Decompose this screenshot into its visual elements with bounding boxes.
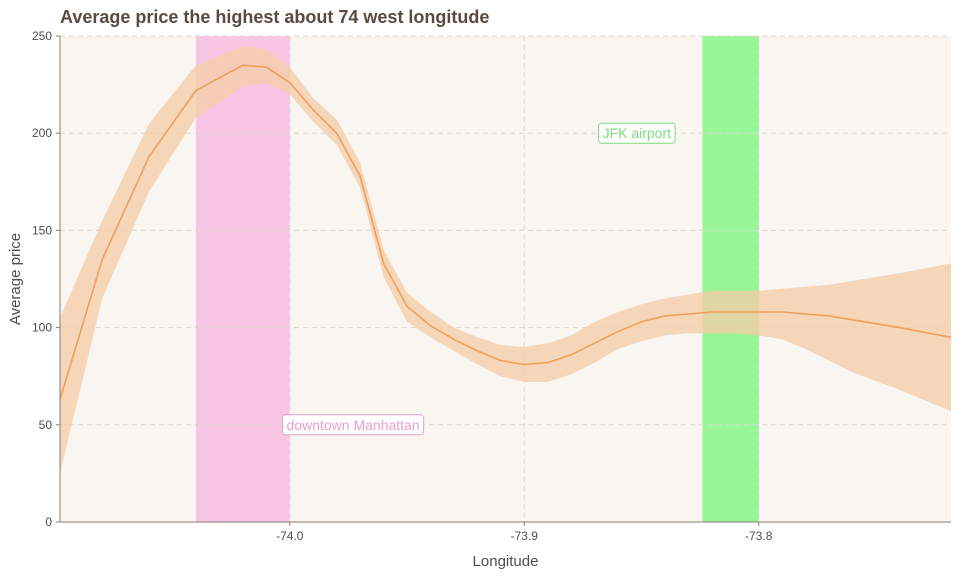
y-tick-label: 50 <box>39 418 53 432</box>
y-tick-label: 100 <box>32 321 52 335</box>
annotation-jfk-airport-box <box>598 122 676 144</box>
y-tick-label: 250 <box>32 29 52 43</box>
x-tick-label: -73.8 <box>745 529 773 543</box>
annotation-downtown-manhattan-text: downtown Manhattan <box>287 417 420 433</box>
x-axis-label: Longitude <box>473 553 539 570</box>
smoothed-price-line <box>59 64 952 400</box>
y-tick-label: 200 <box>32 126 52 140</box>
y-tick-label: 0 <box>45 515 52 529</box>
y-axis-label: Average price <box>7 233 24 325</box>
chart-title: Average price the highest about 74 west … <box>60 7 489 27</box>
x-tick-label: -73.9 <box>511 529 539 543</box>
x-tick-label: -74.0 <box>276 529 304 543</box>
annotation-jfk-airport: JFK airport <box>598 122 676 144</box>
band-downtown-manhattan <box>195 36 290 522</box>
y-tick-label: 150 <box>32 223 52 237</box>
annotation-downtown-manhattan-box <box>282 414 425 436</box>
annotation-downtown-manhattan: downtown Manhattan <box>282 414 425 436</box>
band-jfk-airport <box>702 36 759 522</box>
annotation-jfk-airport-text: JFK airport <box>603 125 672 141</box>
